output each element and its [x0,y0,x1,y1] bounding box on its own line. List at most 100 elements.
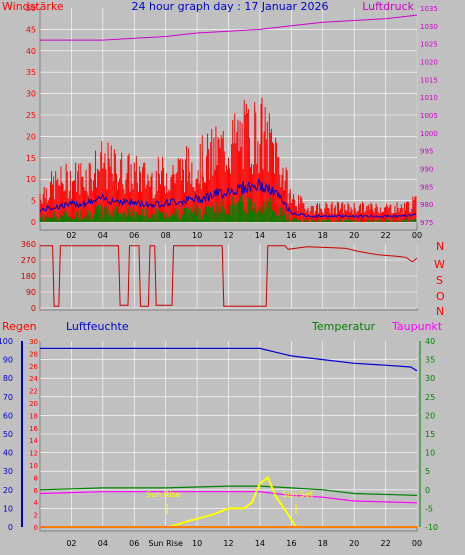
rain-y-tick: 26 [29,363,38,371]
humidity-y-tick: 0 [8,523,13,532]
humidity-y-tick: 60 [3,411,13,420]
wind-x-tick: 00 [412,231,422,240]
humidity-x-tick: 16 [286,539,296,548]
dir-label-o: O [436,290,445,303]
temperature-y-tick: 10 [425,449,435,458]
pressure-y-tick: 1015 [420,76,438,84]
rain-y-tick: 18 [29,412,38,420]
temperature-y-tick: 25 [425,393,435,402]
wind-y-tick: 0 [31,218,36,227]
pressure-y-tick: 1005 [420,112,438,120]
wind-title: Windstärke [2,0,64,13]
temperature-y-tick: 40 [425,337,435,346]
humidity-y-tick: 80 [3,374,13,383]
rain-title: Regen [2,320,37,333]
wind-y-tick: 50 [26,4,36,13]
pressure-y-tick: 980 [420,201,433,209]
sun-rise-label: Sun Rise [146,490,181,499]
humidity-x-tick: 14 [255,539,265,548]
direction-line [40,245,418,307]
wind-y-tick: 15 [26,154,36,163]
temperature-title: Temperatur [311,320,376,333]
temperature-y-tick: -5 [425,504,433,513]
rain-y-tick: 20 [29,400,38,408]
wind-y-tick: 10 [26,175,36,184]
rain-y-tick: 14 [29,437,38,445]
humidity-y-tick: 90 [3,356,13,365]
humidity-y-tick: 10 [3,504,13,513]
humidity-y-tick: 20 [3,486,13,495]
rain-y-tick: 2 [34,512,38,520]
pressure-y-tick: 1035 [420,5,438,13]
dir-label-n2: N [436,305,444,318]
humidity-y-tick: 100 [0,337,13,346]
pressure-y-tick: 1020 [420,59,438,67]
direction-y-tick: 180 [21,272,36,281]
wind-y-tick: 20 [26,132,36,141]
wind-x-tick: 04 [98,231,108,240]
rain-y-tick: 16 [29,425,38,433]
humidity-x-tick: 00 [412,539,422,548]
rain-y-tick: 28 [29,350,38,358]
wind-x-tick: 14 [255,231,265,240]
temperature-y-tick: 15 [425,430,435,439]
humidity-x-tick: 02 [66,539,76,548]
rain-y-tick: 10 [29,462,38,470]
wind-x-tick: 22 [380,231,390,240]
humidity-x-tick: 06 [129,539,139,548]
direction-y-tick: 360 [21,240,36,249]
humidity-x-tick: 22 [380,539,390,548]
humidity-y-tick: 30 [3,467,13,476]
wind-x-tick: 02 [66,231,76,240]
dir-label-n1: N [436,240,444,253]
wind-average-line [39,178,417,219]
pressure-y-tick: 1000 [420,130,438,138]
humidity-x-tick: 04 [98,539,108,548]
wind-x-tick: 18 [318,231,328,240]
pressure-title: Luftdruck [362,0,414,13]
wind-y-tick: 30 [26,90,36,99]
wind-y-tick: 5 [31,197,36,206]
direction-y-tick: 270 [21,256,36,265]
temperature-y-tick: 35 [425,356,435,365]
rain-y-tick: 6 [34,487,39,495]
wind-x-tick: 16 [286,231,296,240]
wind-y-tick: 45 [26,25,36,34]
rain-y-tick: 4 [34,499,39,507]
dir-label-w: W [434,258,445,271]
wind-x-tick: 06 [129,231,139,240]
humidity-x-tick: Sun Rise [148,539,183,548]
pressure-y-tick: 985 [420,183,433,191]
pressure-line [40,14,418,41]
rain-y-tick: 0 [34,524,38,532]
pressure-y-tick: 1025 [420,41,438,49]
wind-x-tick: 12 [223,231,233,240]
rain-y-tick: 12 [29,450,38,458]
pressure-y-tick: 1010 [420,94,438,102]
humidity-line [40,347,418,372]
rain-y-tick: 8 [34,474,38,482]
dewpoint-title: Taupunkt [391,320,443,333]
temperature-y-tick: 0 [425,486,430,495]
graph-title: 24 hour graph day : 17 Januar 2026 [132,0,329,13]
pressure-y-tick: 990 [420,166,433,174]
solar-line [168,475,297,528]
humidity-x-tick: 12 [223,539,233,548]
pressure-y-tick: 995 [420,148,433,156]
wind-x-tick: 08 [161,231,171,240]
rain-y-tick: 24 [29,375,38,383]
dir-label-s: S [436,274,443,287]
rain-y-tick: 22 [29,388,38,396]
pressure-y-tick: 975 [420,219,433,227]
temperature-y-tick: 20 [425,411,435,420]
dewpoint-line [39,491,418,504]
humidity-x-tick: 10 [192,539,202,548]
humidity-y-tick: 40 [3,449,13,458]
sun-set-label: Sun Set [282,490,313,499]
direction-y-tick: 0 [31,304,36,313]
wind-x-tick: 20 [349,231,359,240]
direction-y-tick: 90 [26,288,36,297]
wind-y-tick: 40 [26,47,36,56]
